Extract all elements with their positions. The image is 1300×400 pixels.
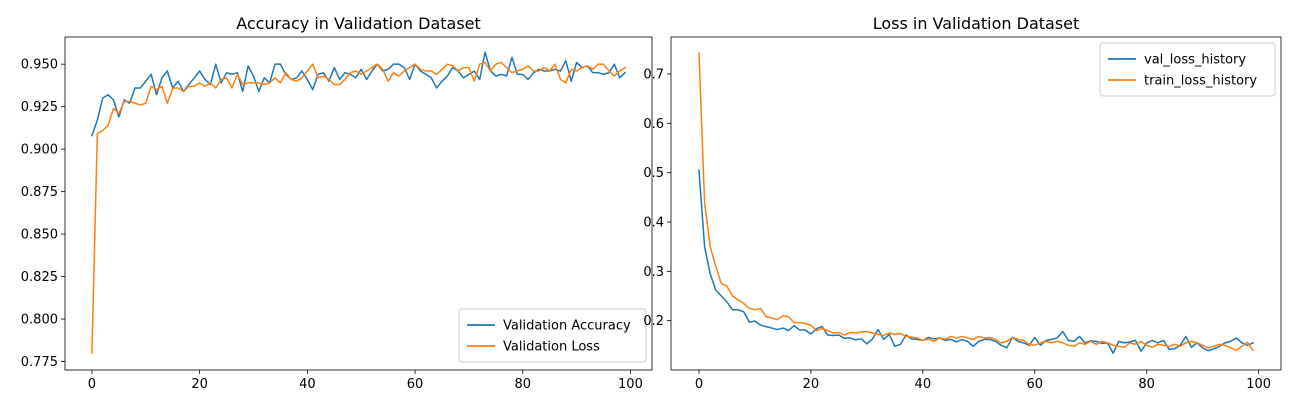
y-tick-label: 0.7 [643,68,664,83]
x-tick-label: 80 [514,377,531,392]
legend-label: Validation Accuracy [503,319,631,334]
x-tick-label: 20 [803,377,820,392]
x-tick-label: 40 [915,377,932,392]
y-tick-label: 0.6 [643,117,664,132]
legend-box [1099,42,1276,97]
y-tick-label: 0.900 [21,143,58,158]
legend: Validation Accuracy Validation Loss [458,308,647,363]
y-tick-label: 0.4 [643,216,664,231]
x-tick-label: 0 [695,377,703,392]
y-tick-label: 0.775 [21,355,58,370]
axes-frame [670,36,1282,371]
y-tick-label: 0.950 [21,58,58,73]
axes-frame [64,36,653,371]
x-tick-label: 60 [407,377,424,392]
x-tick-label: 20 [191,377,208,392]
x-tick-label: 100 [618,377,643,392]
series-line-validation-loss [91,61,627,354]
y-tick-label: 0.825 [21,270,58,285]
legend-label: Validation Loss [503,340,600,355]
accuracy-chart: Accuracy in Validation Dataset 0 20 40 60 80 1… [21,14,653,392]
loss-chart: Loss in Validation Dataset 0 20 40 60 80 100 0.… [643,14,1282,392]
x-tick-label: 80 [1138,377,1155,392]
legend-box [458,308,647,363]
series-line-val-loss-history [698,169,1255,354]
legend-label: val_loss_history [1144,53,1246,68]
y-tick-label: 0.3 [643,265,664,280]
y-tick-label: 0.800 [21,313,58,328]
x-tick-label: 40 [299,377,316,392]
x-tick-label: 60 [1026,377,1043,392]
y-tick-label: 0.875 [21,185,58,200]
chart-title: Loss in Validation Dataset [873,14,1080,33]
y-tick-label: 0.2 [643,314,664,329]
series-line-train-loss-history [698,52,1255,352]
legend: val_loss_history train_loss_history [1099,42,1276,97]
y-tick-label: 0.850 [21,228,58,243]
y-tick-label: 0.5 [643,166,664,181]
x-tick-label: 100 [1246,377,1271,392]
legend-label: train_loss_history [1144,74,1257,89]
y-tick-label: 0.925 [21,100,58,115]
chart-title: Accuracy in Validation Dataset [236,14,481,33]
x-tick-label: 0 [88,377,96,392]
